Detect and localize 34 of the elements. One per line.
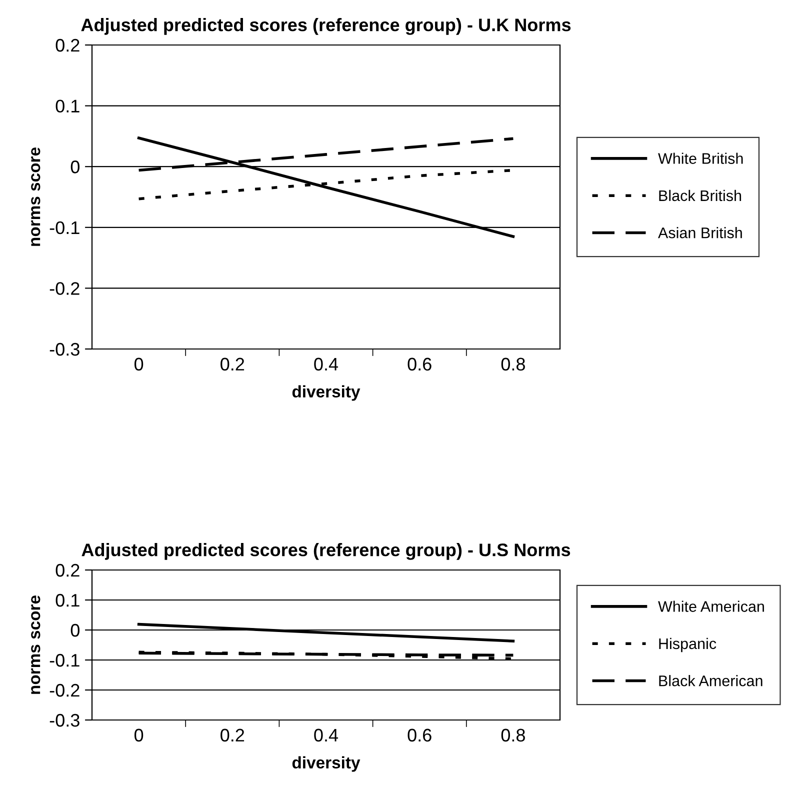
y-axis-title: norms score (31, 148, 40, 246)
y-tick-label: 0.2 (56, 38, 80, 52)
x-tick-label: 0.8 (501, 728, 525, 742)
chart-title: Adjusted predicted scores (reference group) - U.K Norms (81, 18, 571, 35)
y-tick-label: 0 (70, 160, 80, 174)
legend-label: Asian British (658, 227, 742, 238)
x-tick-label: 0 (134, 728, 144, 742)
legend-label: Hispanic (659, 638, 716, 652)
x-tick-label: 0.8 (501, 358, 525, 371)
y-tick-label: -0.2 (50, 282, 80, 295)
chart-title: Adjusted predicted scores (reference group) - U.S Norms (82, 543, 570, 560)
y-tick-label: 0.1 (56, 594, 80, 607)
y-tick-label: -0.2 (50, 684, 80, 697)
legend-label: White British (658, 152, 743, 164)
x-tick-label: 0.6 (408, 358, 432, 371)
y-tick-label: -0.1 (50, 221, 80, 234)
y-tick-label: -0.1 (50, 654, 80, 667)
y-tick-label: 0.2 (56, 564, 80, 577)
y-tick-label: -0.3 (50, 714, 80, 727)
legend-label: Black American (659, 675, 762, 686)
x-tick-label: 0.4 (314, 728, 338, 742)
x-tick-label: 0.2 (220, 358, 244, 371)
x-tick-label: 0.2 (220, 728, 244, 742)
x-axis-title: diversity (292, 756, 360, 772)
y-tick-label: 0 (70, 624, 80, 637)
x-tick-label: 0.6 (408, 728, 432, 742)
y-axis-title: norms score (31, 596, 40, 694)
x-tick-label: 0.4 (314, 358, 338, 371)
x-axis-title: diversity (292, 385, 360, 401)
y-tick-label: 0.1 (56, 100, 80, 113)
legend-label: Black British (659, 190, 742, 202)
x-tick-label: 0 (134, 358, 144, 371)
y-tick-label: -0.3 (50, 342, 80, 356)
legend-label: White American (658, 600, 764, 612)
